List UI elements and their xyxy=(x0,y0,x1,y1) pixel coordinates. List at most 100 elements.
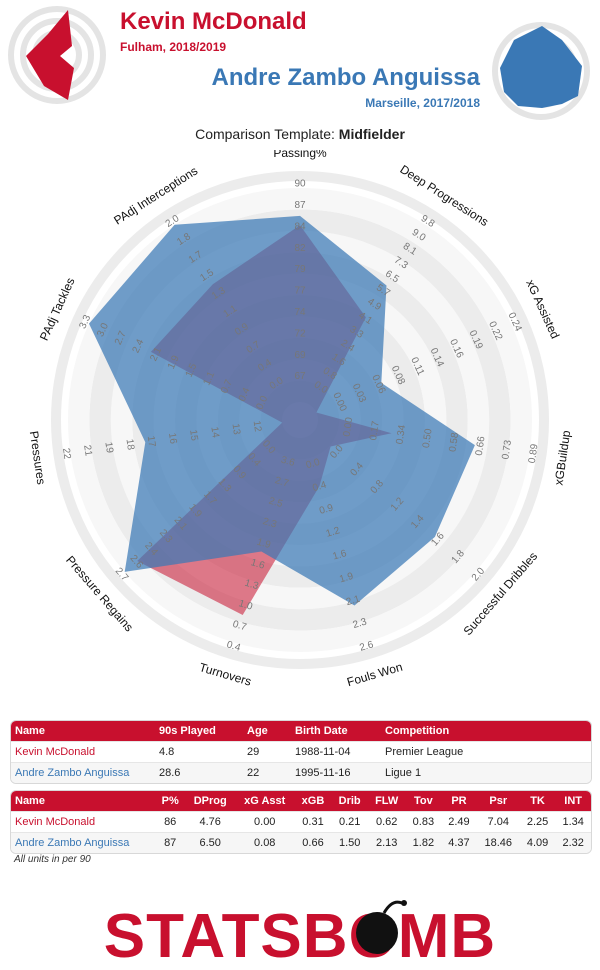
table-cell: 0.00 xyxy=(234,811,295,833)
table-cell: 7.04 xyxy=(476,811,520,833)
table-cell: 0.62 xyxy=(367,811,406,833)
table-cell: 4.8 xyxy=(155,741,243,763)
stats-table: Name P% DProg xG Asst xGB Drib FLW Tov P… xyxy=(10,790,592,854)
stats-header-cell: Tov xyxy=(405,791,442,812)
table-cell: 22 xyxy=(243,762,291,783)
radar-tick-label: 67 xyxy=(294,371,306,382)
table-row: Kevin McDonald 86 4.76 0.00 0.31 0.21 0.… xyxy=(11,811,591,833)
radar-tick-label: 19 xyxy=(102,441,115,454)
radar-axis-label: Pressures xyxy=(27,430,49,485)
table-cell: 0.21 xyxy=(331,811,368,833)
table-cell: Kevin McDonald xyxy=(11,811,155,833)
info-header-cell: Competition xyxy=(381,721,591,742)
table-row: Andre Zambo Anguissa 87 6.50 0.08 0.66 1… xyxy=(11,832,591,853)
logo-text: STATSBOMB xyxy=(104,902,496,965)
table-cell: 1.82 xyxy=(405,832,442,853)
stats-header-cell: FLW xyxy=(367,791,406,812)
info-header-cell: Name xyxy=(11,721,155,742)
radar-tick-label: 0.0 xyxy=(255,394,271,412)
stats-table-header: Name P% DProg xG Asst xGB Drib FLW Tov P… xyxy=(11,791,591,812)
radar-tick-label: 0.17 xyxy=(368,420,382,441)
radar-tick-label: 0.50 xyxy=(421,428,435,449)
stats-header-cell: xGB xyxy=(294,791,332,812)
radar-axis-label: Passing% xyxy=(273,150,327,160)
radar-tick-label: 0.9 xyxy=(318,502,335,517)
player1-subtitle: Fulham, 2018/2019 xyxy=(120,40,227,54)
radar-tick-label: 22 xyxy=(60,447,73,460)
radar-tick-label: 2.4 xyxy=(131,337,147,355)
radar-axis-label: Fouls Won xyxy=(345,660,404,690)
radar-tick-label: 69 xyxy=(294,350,306,361)
radar-tick-label: 2.1 xyxy=(148,345,164,363)
template-prefix: Comparison Template: xyxy=(195,126,339,142)
radar-tick-label: 12 xyxy=(251,420,264,433)
radar-tick-label: 1.1 xyxy=(201,370,217,388)
stats-header-cell: xG Asst xyxy=(234,791,295,812)
radar-tick-label: 1.9 xyxy=(338,571,355,586)
radar-tick-label: 2.3 xyxy=(261,516,278,531)
radar-tick-label: 82 xyxy=(294,243,306,254)
radar-tick-label: 0.7 xyxy=(231,619,248,634)
radar-tick-label: 0.4 xyxy=(237,386,253,404)
info-header-cell: Birth Date xyxy=(291,721,381,742)
table-cell: 87 xyxy=(155,832,186,853)
radar-tick-label: 21 xyxy=(81,444,94,457)
table-cell: 4.37 xyxy=(441,832,477,853)
table-cell: 0.31 xyxy=(294,811,332,833)
table-cell: 2.13 xyxy=(367,832,406,853)
player2-name: Andre Zambo Anguissa xyxy=(211,64,480,91)
table-cell: 29 xyxy=(243,741,291,763)
table-cell: 0.83 xyxy=(405,811,442,833)
table-cell: Andre Zambo Anguissa xyxy=(11,832,155,853)
radar-tick-label: 16 xyxy=(166,432,179,445)
radar-tick-label: 2.7 xyxy=(273,475,290,490)
table-cell: 6.50 xyxy=(185,832,235,853)
radar-tick-label: 74 xyxy=(294,307,306,318)
radar-tick-label: 0.34 xyxy=(394,424,408,445)
radar-series-2 xyxy=(89,215,475,606)
player1-radar-badge-icon xyxy=(8,6,106,104)
table-cell: 18.46 xyxy=(476,832,520,853)
radar-tick-label: 84 xyxy=(294,221,306,232)
table-cell: 2.32 xyxy=(555,832,591,853)
table-row: Andre Zambo Anguissa 28.6 22 1995-11-16 … xyxy=(11,762,591,783)
stats-header-cell: INT xyxy=(555,791,591,812)
radar-tick-label: 2.5 xyxy=(267,496,284,511)
bomb-icon xyxy=(356,900,407,954)
table-cell: 4.76 xyxy=(185,811,235,833)
stats-header-cell: P% xyxy=(155,791,186,812)
table-cell: 4.09 xyxy=(519,832,556,853)
stats-header-cell: Drib xyxy=(331,791,368,812)
template-name: Midfielder xyxy=(338,126,405,142)
radar-tick-label: 79 xyxy=(294,264,306,275)
stats-header-cell: PR xyxy=(441,791,477,812)
table-cell: 1988-11-04 xyxy=(291,741,381,763)
radar-tick-label: 1.3 xyxy=(243,578,260,593)
units-footnote: All units in per 90 xyxy=(14,854,91,865)
radar-axis-label: Turnovers xyxy=(198,660,253,689)
radar-tick-label: 1.0 xyxy=(237,598,254,613)
info-table: Name 90s Played Age Birth Date Competiti… xyxy=(10,720,592,784)
stats-header-cell: DProg xyxy=(185,791,235,812)
info-header-cell: 90s Played xyxy=(155,721,243,742)
table-cell: Ligue 1 xyxy=(381,762,591,783)
radar-tick-label: 0.0 xyxy=(305,457,322,472)
radar-tick-label: 1.5 xyxy=(184,362,200,380)
radar-tick-label: 2.3 xyxy=(352,616,369,631)
info-table-header: Name 90s Played Age Birth Date Competiti… xyxy=(11,721,591,742)
radar-chart: 67697274777982848790Passing%0.00.81.62.4… xyxy=(27,150,574,690)
radar-tick-label: 0.73 xyxy=(500,439,514,460)
radar-tick-label: 1.6 xyxy=(249,557,266,572)
radar-tick-label: 0.4 xyxy=(225,639,242,654)
stats-header-cell: Psr xyxy=(476,791,520,812)
table-row: Kevin McDonald 4.8 29 1988-11-04 Premier… xyxy=(11,741,591,763)
player2-radar-badge-icon xyxy=(492,22,590,120)
radar-tick-label: 0.7 xyxy=(219,378,235,396)
radar-tick-label: 90 xyxy=(294,179,306,190)
radar-tick-label: 2.7 xyxy=(113,329,129,347)
radar-grid-ring xyxy=(67,187,533,653)
radar-tick-label: 14 xyxy=(208,426,221,439)
radar-tick-label: 1.6 xyxy=(332,548,349,563)
radar-tick-label: 72 xyxy=(294,328,306,339)
radar-tick-label: 1.9 xyxy=(255,537,272,552)
